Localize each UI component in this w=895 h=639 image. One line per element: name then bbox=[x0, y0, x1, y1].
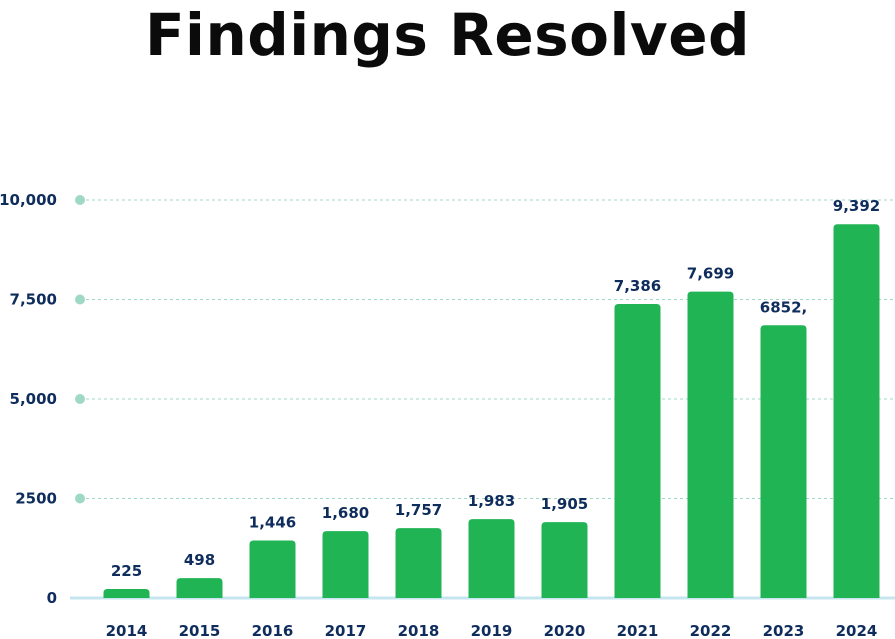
data-label-2019: 1,983 bbox=[468, 492, 515, 510]
x-tick-label: 2016 bbox=[252, 622, 294, 639]
x-tick-label: 2019 bbox=[471, 622, 513, 639]
y-tick-label: 7,500 bbox=[10, 291, 57, 309]
x-tick-label: 2021 bbox=[617, 622, 659, 639]
bar-2018 bbox=[395, 528, 442, 598]
gridline-marker bbox=[75, 294, 85, 305]
data-label-2020: 1,905 bbox=[541, 495, 588, 513]
data-label-2014: 225 bbox=[111, 562, 142, 580]
data-label-2024: 9,392 bbox=[833, 197, 880, 215]
x-tick-label: 2024 bbox=[836, 622, 878, 639]
data-label-2022: 7,699 bbox=[687, 265, 734, 283]
data-label-2023: 6852, bbox=[760, 298, 807, 316]
bar-2017 bbox=[322, 531, 369, 598]
bar-2019 bbox=[468, 519, 515, 598]
bar-2024 bbox=[833, 224, 880, 598]
bar-2014 bbox=[103, 589, 150, 598]
x-tick-label: 2020 bbox=[544, 622, 586, 639]
data-label-2017: 1,680 bbox=[322, 504, 369, 522]
x-tick-label: 2023 bbox=[763, 622, 805, 639]
gridline-marker bbox=[75, 394, 85, 404]
bar-2020 bbox=[541, 522, 588, 598]
data-label-2015: 498 bbox=[184, 551, 215, 569]
bar-2021 bbox=[614, 304, 661, 598]
data-label-2016: 1,446 bbox=[249, 513, 296, 531]
x-tick-label: 2017 bbox=[325, 622, 367, 639]
y-tick-label: 10,000 bbox=[0, 191, 57, 209]
y-axis-ticks: 0 2500 5,000 7,500 10,000 bbox=[0, 191, 57, 607]
data-labels: 225 498 1,446 1,680 1,757 1,983 1,905 7,386 7,69… bbox=[111, 197, 880, 580]
y-tick-label: 2500 bbox=[15, 490, 57, 508]
x-axis-ticks: 2014 2015 2016 2017 2018 2019 2020 2021 2022 2023… bbox=[106, 622, 878, 639]
y-tick-label: 5,000 bbox=[10, 390, 57, 408]
bar-2016 bbox=[249, 540, 296, 598]
data-label-2021: 7,386 bbox=[614, 277, 661, 295]
bar-2015 bbox=[176, 578, 223, 598]
bar-2022 bbox=[687, 291, 734, 598]
data-label-2018: 1,757 bbox=[395, 501, 442, 519]
x-tick-label: 2014 bbox=[106, 622, 148, 639]
gridline-marker bbox=[75, 493, 85, 504]
x-tick-label: 2022 bbox=[690, 622, 732, 639]
bar-2023 bbox=[760, 325, 807, 598]
y-tick-label: 0 bbox=[47, 589, 57, 607]
gridline-marker bbox=[75, 195, 85, 205]
chart-title: Findings Resolved bbox=[144, 1, 751, 69]
x-tick-label: 2015 bbox=[179, 622, 221, 639]
bars bbox=[103, 224, 880, 598]
x-tick-label: 2018 bbox=[398, 622, 440, 639]
